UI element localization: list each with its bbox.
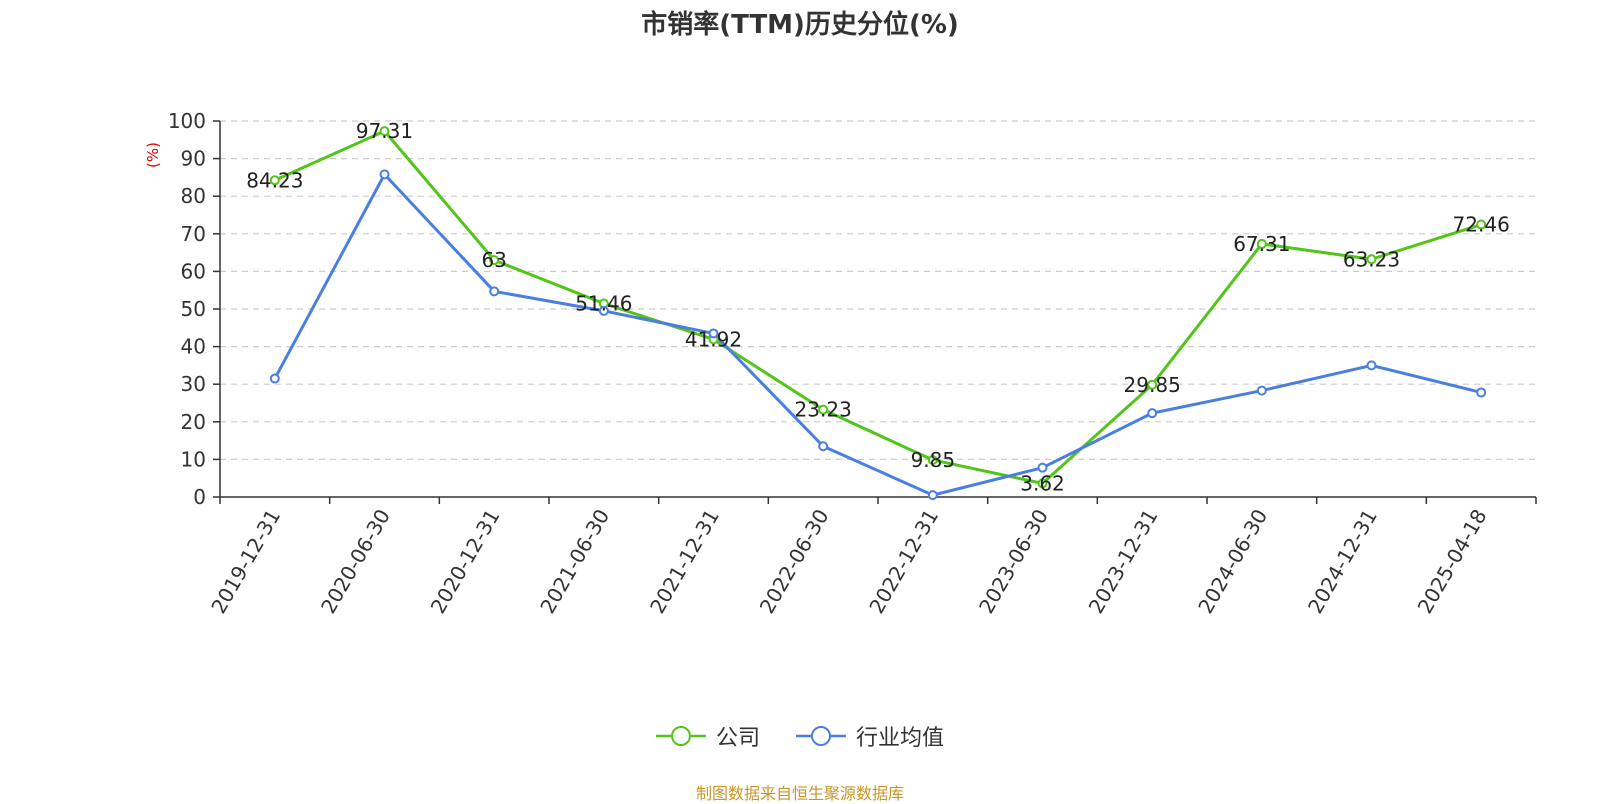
- data-point-company[interactable]: [1476, 219, 1487, 230]
- data-point-industry[interactable]: [1147, 408, 1158, 419]
- data-point-industry[interactable]: [1037, 462, 1048, 473]
- series-line-industry: [273, 172, 1482, 497]
- y-tick-label: 70: [181, 222, 206, 246]
- legend-industry-icon: [796, 726, 846, 746]
- legend-item-company[interactable]: 公司: [655, 720, 760, 752]
- data-label: 97.31: [356, 119, 413, 143]
- data-point-company[interactable]: [489, 255, 500, 266]
- y-tick-label: 30: [181, 372, 206, 396]
- y-tick-label: 60: [181, 259, 206, 283]
- x-tick-label: 2024-12-31: [1303, 505, 1382, 618]
- axes: 0 10 20 30 40 50 60 70 80 90 100 2019-12-31 2020-06-…: [168, 109, 1537, 618]
- x-tick-label: 2025-04-18: [1413, 505, 1492, 618]
- data-point-industry[interactable]: [489, 286, 500, 297]
- data-point-company[interactable]: [379, 126, 390, 137]
- data-labels: 84.23 97.31 63 51.46 41.92 23.23 9.85 3.62 29.85…: [246, 119, 1510, 495]
- y-axis-unit-label: (%): [144, 142, 162, 168]
- series: [269, 126, 1487, 501]
- data-point-company[interactable]: [1366, 254, 1377, 265]
- data-point-industry[interactable]: [1476, 387, 1487, 398]
- data-label: 9.85: [911, 448, 956, 472]
- data-label: 67.31: [1233, 232, 1290, 256]
- x-tick-label: 2020-06-30: [316, 505, 395, 618]
- data-label: 3.62: [1020, 471, 1065, 495]
- legend-company-icon: [655, 726, 706, 746]
- data-point-company[interactable]: [269, 175, 280, 186]
- data-point-industry[interactable]: [1256, 385, 1267, 396]
- x-tick-label: 2021-06-30: [535, 505, 614, 618]
- y-tick-label: 0: [193, 485, 206, 509]
- y-tick-label: 20: [181, 410, 206, 434]
- data-label: 51.46: [575, 292, 632, 316]
- data-label: 84.23: [246, 168, 303, 192]
- data-point-company[interactable]: [1037, 478, 1048, 489]
- data-label: 63.23: [1343, 247, 1400, 271]
- legend: 公司 行业均值: [0, 720, 1600, 752]
- data-label: 23.23: [795, 398, 852, 422]
- data-point-industry[interactable]: [927, 490, 938, 501]
- y-tick-label: 10: [181, 447, 206, 471]
- y-tick-label: 90: [181, 147, 206, 171]
- x-tick-label: 2022-12-31: [864, 505, 943, 618]
- chart-title: 市销率(TTM)历史分位(%): [641, 10, 959, 40]
- x-tick-label: 2022-06-30: [755, 505, 834, 618]
- data-point-industry[interactable]: [269, 373, 280, 384]
- x-tick-label: 2019-12-31: [206, 505, 285, 618]
- legend-industry-label: 行业均值: [856, 726, 945, 751]
- y-tick-label: 80: [181, 184, 206, 208]
- x-tick-label: 2023-12-31: [1084, 505, 1163, 618]
- data-point-industry[interactable]: [1366, 360, 1377, 371]
- data-point-industry[interactable]: [708, 328, 719, 339]
- data-point-industry[interactable]: [379, 169, 390, 180]
- source-caption: 制图数据来自恒生聚源数据库: [695, 784, 904, 803]
- x-tick-label: 2024-06-30: [1193, 505, 1272, 618]
- data-point-company[interactable]: [1147, 379, 1158, 390]
- data-point-company[interactable]: [1256, 238, 1267, 249]
- data-label: 41.92: [685, 327, 742, 351]
- series-line-company: [274, 129, 1482, 485]
- y-tick-label: 100: [168, 109, 206, 133]
- data-point-industry[interactable]: [818, 441, 829, 452]
- x-tick-label: 2021-12-31: [645, 505, 724, 618]
- data-point-company[interactable]: [818, 404, 829, 415]
- y-tick-label: 40: [181, 335, 206, 359]
- data-label: 29.85: [1124, 373, 1181, 397]
- data-label: 63: [481, 248, 506, 272]
- data-point-company[interactable]: [927, 454, 938, 465]
- x-tick-label: 2020-12-31: [426, 505, 505, 618]
- data-label: 72.46: [1453, 213, 1510, 237]
- data-point-industry[interactable]: [598, 305, 609, 316]
- legend-company-label: 公司: [715, 726, 760, 751]
- x-tick-label: 2023-06-30: [974, 505, 1053, 618]
- y-tick-label: 50: [181, 297, 206, 321]
- legend-item-industry[interactable]: 行业均值: [796, 720, 944, 752]
